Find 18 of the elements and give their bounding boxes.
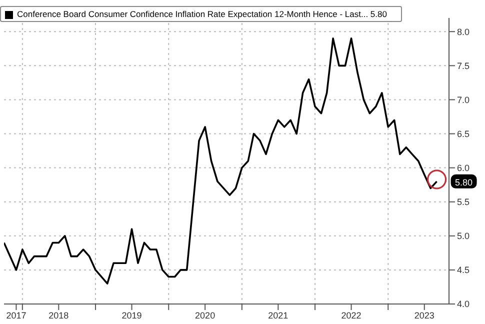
y-tick-label: 6.5 — [457, 128, 470, 139]
y-tick-label: 6.0 — [457, 163, 470, 174]
y-tick-label: 4.0 — [457, 299, 470, 310]
y-tick-label: 7.5 — [457, 60, 470, 71]
x-tick-label: 2018 — [48, 310, 69, 320]
y-tick-label: 8.0 — [457, 26, 470, 37]
x-tick-label: 2019 — [122, 310, 142, 320]
annotation: 5.80 — [455, 177, 473, 188]
x-tick-label: 2022 — [341, 310, 362, 320]
x-tick-label: 2017 — [6, 310, 26, 320]
x-tick-label: 2020 — [195, 310, 216, 320]
x-tick-label: 2023 — [414, 310, 434, 320]
y-tick-label: 7.0 — [457, 94, 470, 105]
y-tick-label: 5.0 — [457, 231, 470, 242]
y-tick-label: 4.5 — [457, 265, 470, 276]
x-tick-label: 2021 — [268, 310, 288, 320]
legend-label: Conference Board Consumer Confidence Inflation Rate Expectation 12-Month Hence - Last... 5.80 — [17, 9, 387, 19]
y-tick-label: 5.5 — [457, 197, 470, 208]
